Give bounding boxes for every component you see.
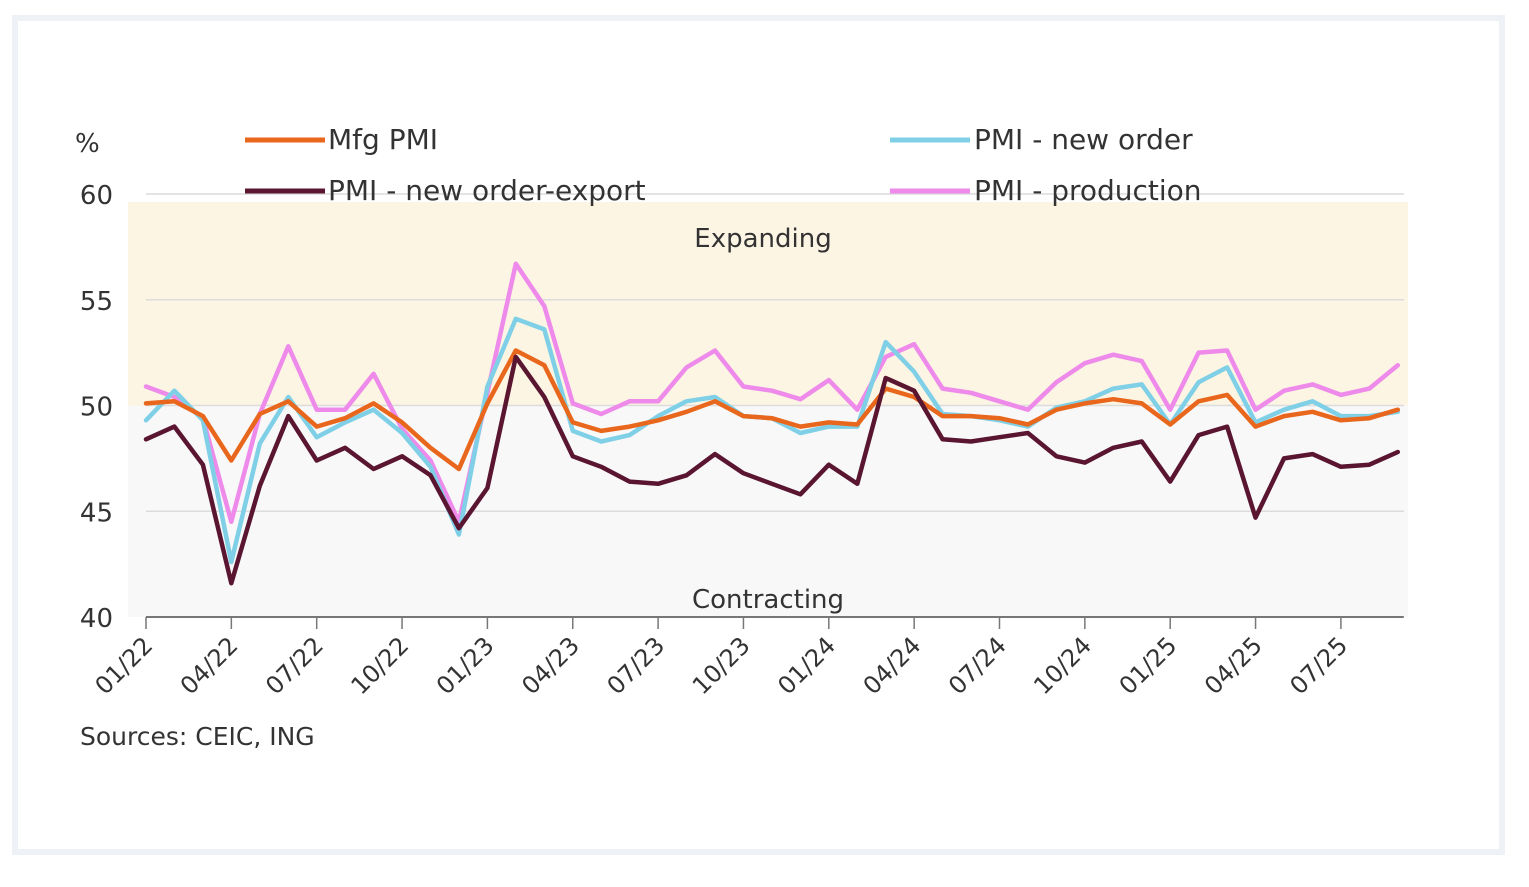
band-label-contracting: Contracting (692, 585, 844, 615)
legend-label-new-order-export: PMI - new order-export (328, 174, 646, 207)
x-tick-label: 07/23 (602, 631, 671, 700)
legend-label-production: PMI - production (974, 174, 1202, 207)
legend-label-mfg-pmi: Mfg PMI (328, 123, 438, 156)
x-tick-label: 04/22 (175, 631, 244, 700)
legend-item-new-order: PMI - new order (890, 123, 1193, 156)
x-tick-label: 01/22 (90, 631, 159, 700)
series-line-pmi-production (143, 261, 1401, 525)
x-tick-label: 04/25 (1199, 631, 1268, 700)
band-label-expanding: Expanding (694, 224, 831, 254)
series-line-mfg-pmi (143, 348, 1401, 472)
legend-item-new-order-export: PMI - new order-export (245, 174, 646, 207)
legend-item-production: PMI - production (890, 174, 1202, 207)
source-note: Sources: CEIC, ING (80, 722, 315, 751)
x-tick-label: 07/24 (943, 631, 1012, 700)
x-tick-label: 07/22 (260, 631, 329, 700)
series-line-pmi-new-order-export (143, 354, 1401, 586)
x-tick-label: 01/23 (431, 631, 500, 700)
x-tick-label: 01/24 (772, 631, 841, 700)
band-expanding (128, 202, 1408, 406)
y-tick-label: 40 (80, 604, 113, 634)
band-labels: Expanding Contracting (692, 224, 844, 615)
x-tick-label: 01/25 (1114, 631, 1183, 700)
x-tick-label: 10/23 (687, 631, 756, 700)
legend: Mfg PMI PMI - new order-export PMI - new… (245, 123, 1202, 207)
x-axis: 01/22 04/22 07/22 10/22 01/23 04/23 07/23 10/23… (90, 616, 1404, 700)
legend-label-new-order: PMI - new order (974, 123, 1193, 156)
x-tick-label: 07/25 (1284, 631, 1353, 700)
x-tick-label: 10/22 (346, 631, 415, 700)
legend-item-mfg-pmi: Mfg PMI (245, 123, 438, 156)
y-tick-label: 60 (80, 181, 113, 211)
y-tick-label: 55 (80, 287, 113, 317)
series-layer (143, 261, 1401, 586)
y-axis: % 60 55 50 45 40 (75, 129, 113, 634)
x-tick-label: 04/23 (516, 631, 585, 700)
y-axis-unit-label: % (75, 129, 100, 159)
x-tick-label: 10/24 (1028, 631, 1097, 700)
y-tick-label: 45 (80, 498, 113, 528)
y-tick-label: 50 (80, 393, 113, 423)
x-tick-label: 04/24 (858, 631, 927, 700)
